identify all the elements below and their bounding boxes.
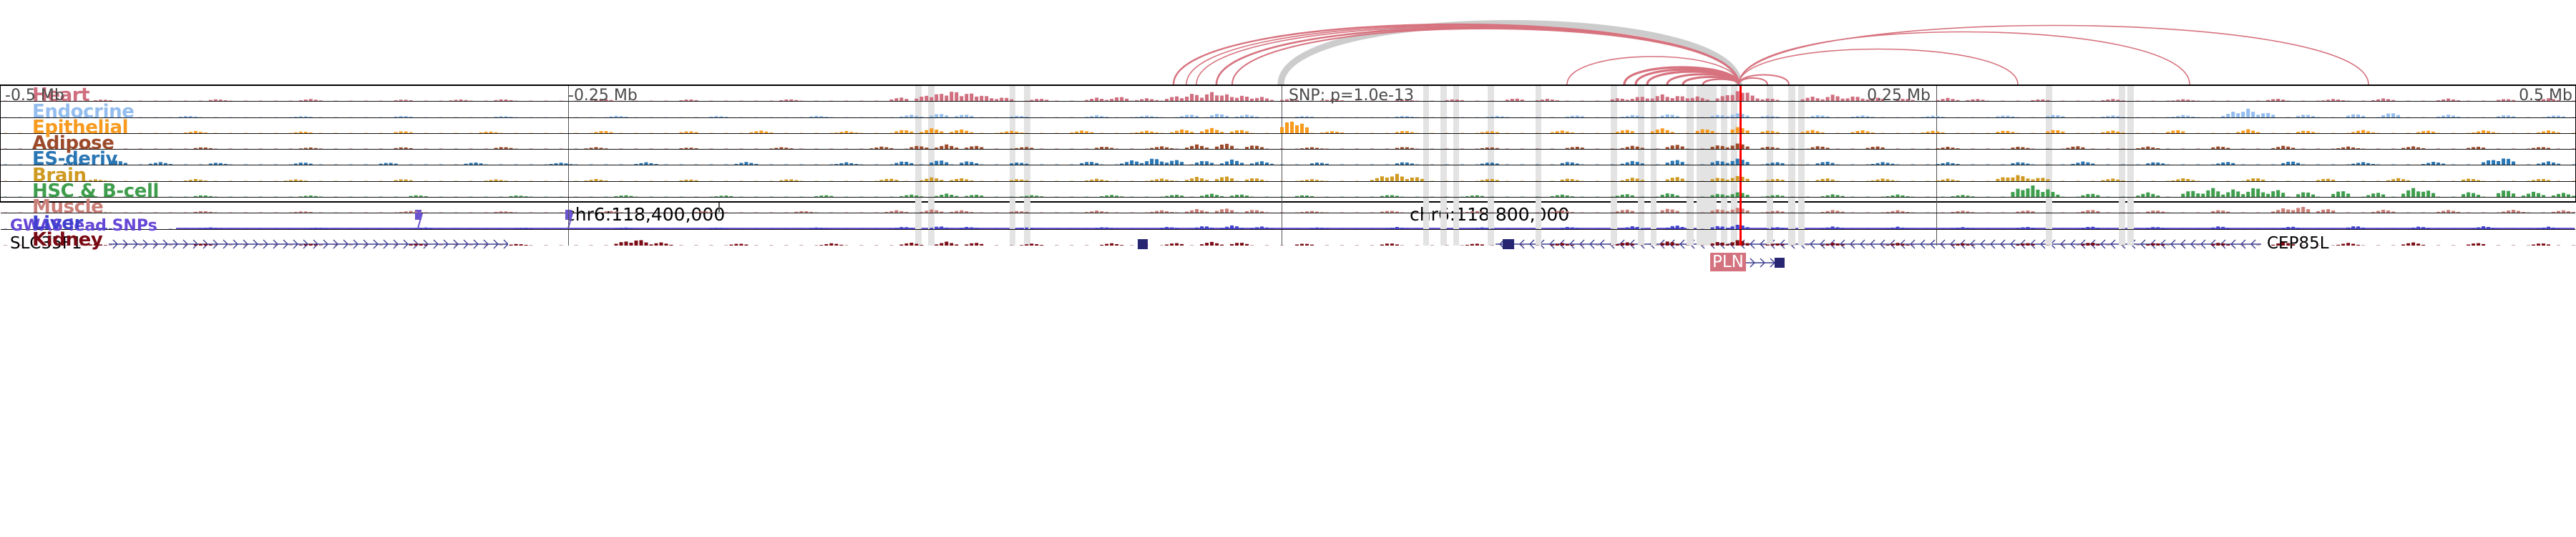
track-label: Liver — [32, 212, 83, 234]
gwas-baseline — [176, 228, 2575, 229]
signal-histogram — [1, 118, 2575, 133]
snp-position-line — [1740, 150, 1742, 165]
interaction-arc — [1738, 31, 2190, 84]
gene-row: SLC35F1 CEP85L — [0, 234, 2576, 253]
track-label: Brain — [32, 164, 87, 186]
signal-histogram — [1, 166, 2575, 181]
track-label: Heart — [32, 84, 90, 107]
snp-position-line — [1740, 102, 1742, 117]
interaction-arc — [1738, 24, 2369, 84]
signal-histogram — [1, 102, 2575, 117]
signal-track-epithelial[interactable]: Epithelial — [1, 116, 2575, 138]
snp-position-line — [1740, 229, 1742, 246]
signal-track-es-deriv[interactable]: ES-deriv — [1, 148, 2575, 170]
gene-exon-block — [1503, 239, 1514, 249]
gene-row: PLN — [0, 253, 2576, 271]
signal-track-heart[interactable]: Heart -0.5 Mb -0.25 Mb 0.25 Mb 0.5 Mb SNP: p=… — [1, 84, 2575, 107]
signal-histogram — [1, 150, 2575, 165]
signal-track-hsc-b-cell[interactable]: HSC & B-cell — [1, 180, 2575, 203]
axis-tick-label: -0.5 Mb — [5, 87, 64, 105]
snp-position-line — [1740, 86, 1742, 102]
signal-histogram — [1, 198, 2575, 213]
axis-tick-label: 0.25 Mb — [1867, 87, 1931, 105]
snp-position-line — [1740, 133, 1742, 150]
signal-histogram — [1, 182, 2575, 198]
snp-position-line — [1740, 117, 1742, 133]
coordinate-tick — [718, 203, 720, 212]
track-label: ES-deriv — [32, 148, 118, 170]
signal-histogram — [1, 86, 2575, 102]
interaction-arc — [1738, 74, 1790, 84]
track-label: Adipose — [32, 132, 114, 155]
gwas-lead-snp-marker[interactable] — [415, 210, 421, 220]
track-label: Kidney — [32, 228, 103, 251]
axis-tick-label: -0.25 Mb — [568, 87, 638, 105]
signal-histogram — [1, 134, 2575, 150]
track-label: Muscle — [32, 196, 104, 218]
snp-position-line — [1740, 198, 1742, 213]
signal-histogram — [1, 214, 2575, 229]
gene-strand-arrows — [1746, 256, 1775, 270]
snp-position-line — [1740, 181, 1742, 198]
chromatin-interaction-arcs — [0, 0, 2576, 84]
signal-track-kidney[interactable]: Kidney — [1, 228, 2575, 251]
gene-name-label[interactable]: PLN — [1710, 253, 1746, 271]
gene-exon-block — [1138, 239, 1148, 249]
signal-histogram — [1, 231, 2575, 246]
gene-annotation-track: SLC35F1 CEP85L PLN — [0, 234, 2576, 280]
signal-track-stack: Heart -0.5 Mb -0.25 Mb 0.25 Mb 0.5 Mb SNP: p=… — [0, 84, 2576, 249]
interaction-arc — [1738, 48, 2019, 84]
track-label: Epithelial — [32, 116, 129, 138]
signal-track-adipose[interactable]: Adipose — [1, 132, 2575, 155]
signal-track-endocrine[interactable]: Endocrine — [1, 102, 2575, 121]
gene-name-label[interactable]: SLC35F1 — [10, 234, 82, 253]
gwas-track-label: GWAS lead SNPs — [10, 217, 157, 235]
signal-track-brain[interactable]: Brain — [1, 165, 2575, 185]
snp-position-line — [1740, 165, 1742, 181]
interaction-arc — [1702, 78, 1740, 84]
snp-pvalue-annotation: SNP: p=1.0e-13 — [1289, 87, 1414, 105]
interaction-arc — [1566, 56, 1740, 84]
interaction-arc — [1196, 26, 1740, 84]
track-label: Endocrine — [32, 100, 135, 122]
coordinate-label: chr6:118,400,000 — [565, 204, 726, 225]
axis-tick-label: 0.5 Mb — [2519, 87, 2572, 105]
interaction-arc — [1277, 20, 1742, 84]
gene-exon-block — [1775, 258, 1785, 268]
signal-track-muscle[interactable]: Muscle — [1, 196, 2575, 218]
snp-position-line — [1740, 213, 1742, 229]
signal-track-liver[interactable]: Liver — [1, 213, 2575, 233]
gene-strand-arrows — [109, 237, 508, 251]
track-label: HSC & B-cell — [32, 180, 160, 203]
